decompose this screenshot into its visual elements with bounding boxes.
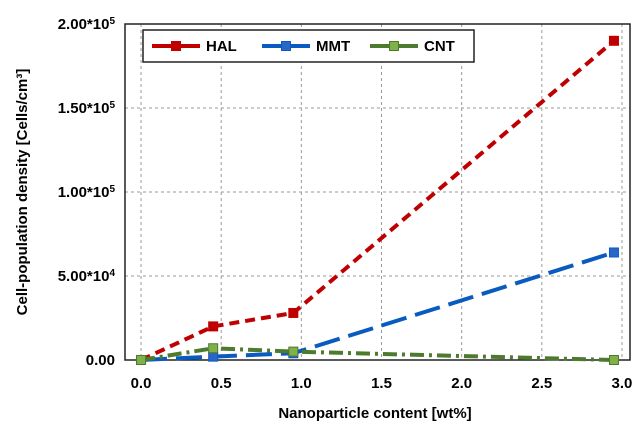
legend-swatch-marker xyxy=(171,41,181,51)
series-line-mmt xyxy=(140,250,615,362)
plot-frame xyxy=(124,23,631,361)
data-point-cnt xyxy=(288,346,299,357)
x-tick-label: 2.5 xyxy=(531,375,552,392)
x-tick-label: 1.0 xyxy=(291,375,312,392)
y-tick-exponent: 5 xyxy=(109,100,115,111)
legend-item-cnt: CNT xyxy=(370,38,455,55)
x-axis-title: Nanoparticle content [wt%] xyxy=(278,405,471,422)
y-tick-labels: 0.00 5.00*104 1.00*105 1.50*105 2.00*105 xyxy=(58,16,116,370)
x-tick-label: 2.0 xyxy=(451,375,472,392)
y-tick-label: 1.00*105 xyxy=(58,184,116,202)
series-cnt xyxy=(136,343,619,365)
y-axis-title: Cell-population density [Cells/cm³] xyxy=(14,69,31,316)
x-tick-labels: 0.0 0.5 1.0 1.5 2.0 2.5 3.0 xyxy=(131,375,633,392)
y-tick-exponent: 5 xyxy=(109,16,115,27)
data-point-cnt xyxy=(208,343,219,354)
legend-label: HAL xyxy=(206,38,237,55)
data-point-hal xyxy=(288,307,299,318)
legend-label: CNT xyxy=(424,38,455,55)
y-tick-label: 1.50*105 xyxy=(58,100,116,118)
series-hal xyxy=(136,35,619,365)
legend-swatch-marker xyxy=(281,41,291,51)
data-point-hal xyxy=(208,321,219,332)
data-point-cnt xyxy=(136,355,147,365)
y-tick-exponent: 4 xyxy=(109,268,115,279)
data-point-cnt xyxy=(608,355,619,365)
y-tick-exponent: 5 xyxy=(109,184,115,195)
legend-swatch-marker xyxy=(389,41,399,51)
x-tick-label: 3.0 xyxy=(612,375,633,392)
y-tick-label: 5.00*104 xyxy=(58,268,116,286)
grid xyxy=(125,23,630,361)
x-tick-label: 1.5 xyxy=(371,375,392,392)
legend: HAL MMT CNT xyxy=(142,29,475,63)
series-line-cnt xyxy=(140,346,615,362)
y-tick-label: 0.00 xyxy=(86,352,115,369)
y-tick-label: 2.00*105 xyxy=(58,16,116,34)
series-line-hal xyxy=(140,39,616,362)
legend-label: MMT xyxy=(316,38,350,55)
legend-item-hal: HAL xyxy=(152,38,237,55)
data-point-mmt xyxy=(608,247,619,258)
x-tick-label: 0.5 xyxy=(211,375,232,392)
legend-item-mmt: MMT xyxy=(262,38,350,55)
data-point-mmt xyxy=(208,351,219,362)
x-tick-label: 0.0 xyxy=(131,375,152,392)
data-point-hal xyxy=(608,35,619,46)
series-layer xyxy=(136,35,619,365)
